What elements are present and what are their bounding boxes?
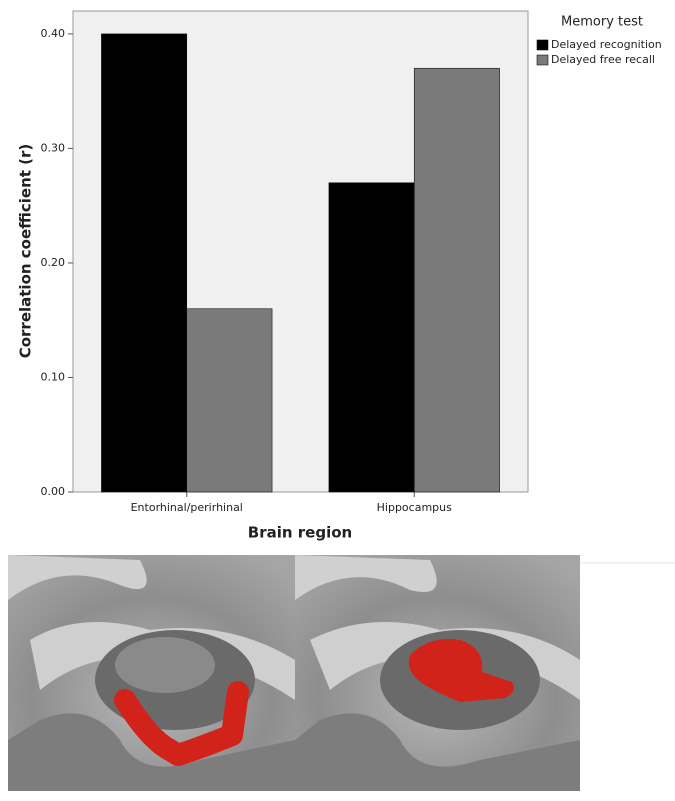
mri-left: [8, 555, 295, 791]
mri-right: [295, 555, 580, 791]
y-axis-label: Correlation coefficient (r): [17, 144, 35, 359]
y-tick-label: 0.30: [41, 141, 66, 154]
y-tick-label: 0.10: [41, 370, 66, 383]
x-tick-label: Hippocampus: [377, 501, 452, 514]
x-tick-label: Entorhinal/perirhinal: [131, 501, 243, 514]
bar: [186, 308, 273, 493]
bar: [413, 67, 500, 493]
x-axis-label: Brain region: [248, 524, 352, 542]
legend-label: Delayed recognition: [551, 38, 662, 51]
legend-swatch: [536, 39, 549, 51]
legend-swatch: [536, 54, 549, 66]
y-tick-label: 0.40: [41, 27, 66, 40]
y-tick-label: 0.00: [41, 485, 66, 498]
legend-label: Delayed free recall: [551, 53, 655, 66]
y-tick-label: 0.20: [41, 256, 66, 269]
bar: [101, 33, 188, 493]
legend-title: Memory test: [561, 15, 643, 30]
bar: [328, 182, 415, 493]
